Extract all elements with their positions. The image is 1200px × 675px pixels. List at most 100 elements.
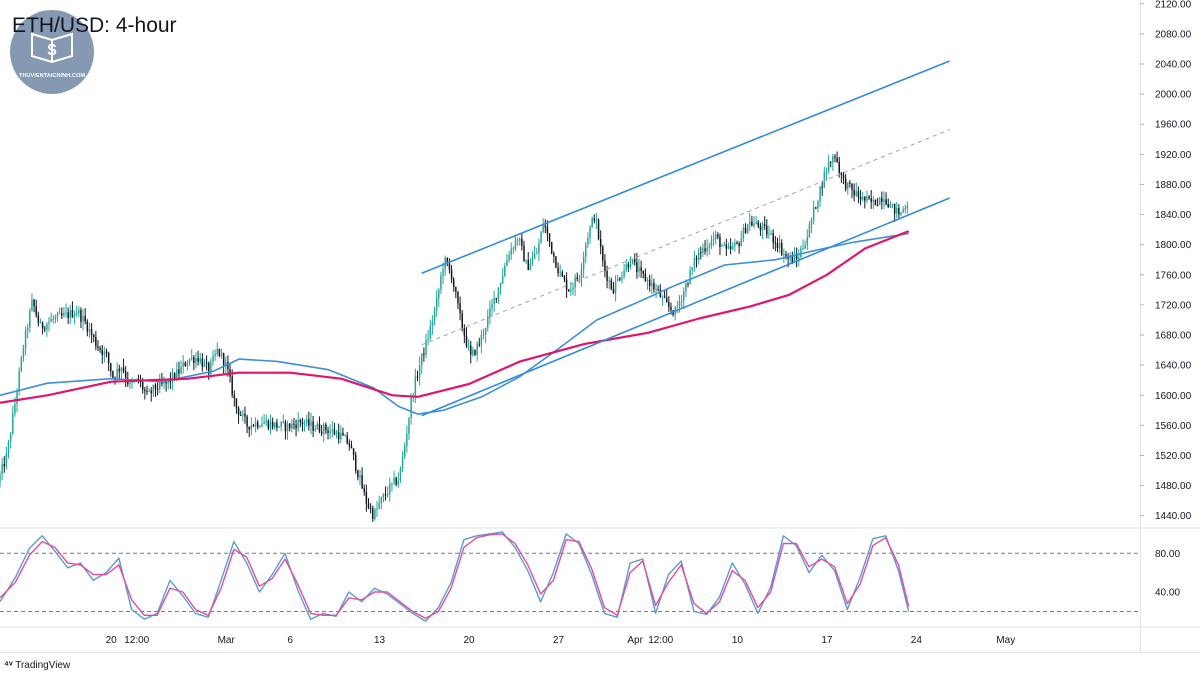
candle-body — [156, 388, 159, 390]
candle-body — [536, 253, 538, 255]
candle-body — [212, 356, 214, 362]
candle-body — [188, 358, 191, 363]
candle-body — [233, 394, 236, 399]
candle-body — [853, 189, 855, 196]
candle-body — [50, 319, 52, 322]
candle-body — [425, 339, 427, 355]
candle-body — [131, 382, 133, 384]
candle-body — [646, 279, 649, 282]
candle-body — [9, 433, 12, 442]
candle-body — [772, 233, 774, 243]
watermark-text: THUVIENTAICHINH.COM — [18, 73, 86, 79]
candle-body — [731, 245, 734, 249]
svg-text:$: $ — [48, 42, 57, 59]
price-tick-label: 1640.00 — [1155, 361, 1192, 372]
candle-body — [378, 503, 380, 509]
candle-body — [163, 381, 165, 384]
candle-body — [651, 282, 653, 287]
candle-body — [738, 243, 740, 247]
candle-body — [435, 298, 438, 311]
candle-body — [205, 362, 208, 364]
candle-body — [429, 326, 432, 339]
channel-mid-line — [421, 129, 950, 346]
candle-body — [648, 279, 651, 287]
candle-body — [866, 196, 868, 201]
candle-body — [691, 267, 694, 271]
candle-body — [531, 258, 534, 265]
candle-body — [350, 445, 353, 449]
candle-body — [593, 218, 596, 221]
candle-body — [878, 198, 881, 206]
candle-body — [92, 334, 95, 338]
chart-title: ETH/USD: 4-hour — [12, 14, 177, 37]
candle-body — [484, 327, 487, 335]
time-tick-label: Apr — [627, 635, 643, 646]
candle-body — [340, 432, 342, 440]
candle-body — [256, 422, 259, 428]
candle-body — [906, 205, 909, 208]
candle-body — [825, 171, 828, 173]
candle-body — [178, 369, 180, 374]
candle-body — [342, 432, 344, 436]
time-tick-label: 27 — [553, 635, 565, 646]
candle-body — [182, 362, 184, 367]
candle-body — [406, 433, 408, 447]
candle-body — [88, 328, 91, 332]
candle-body — [697, 252, 700, 260]
candle-body — [676, 306, 679, 308]
candle-body — [197, 357, 199, 362]
candle-body — [33, 299, 35, 307]
candle-body — [887, 204, 889, 208]
candle-body — [399, 468, 402, 481]
candle-body — [504, 266, 506, 276]
candle-body — [369, 507, 372, 509]
candle-body — [749, 221, 751, 225]
candle-body — [446, 257, 449, 264]
candle-body — [318, 423, 321, 432]
candle-body — [523, 245, 525, 262]
candle-body — [625, 264, 627, 271]
candle-body — [129, 382, 131, 385]
candle-body — [455, 286, 457, 292]
watermark-logo: $ THUVIENTAICHINH.COM — [10, 10, 94, 94]
candle-body — [847, 182, 849, 190]
candle-body — [606, 271, 608, 281]
candle-body — [244, 413, 246, 417]
candle-body — [653, 282, 655, 290]
candle-body — [680, 300, 683, 302]
candle-body — [495, 297, 498, 299]
candle-body — [804, 245, 806, 248]
candle-body — [5, 453, 8, 467]
candle-body — [761, 224, 764, 231]
candle-body — [636, 261, 638, 272]
candle-body — [433, 310, 436, 322]
candle-body — [704, 248, 706, 252]
candle-body — [529, 264, 532, 271]
candle-body — [107, 352, 110, 364]
candle-body — [872, 199, 875, 202]
candle-body — [774, 242, 777, 244]
candle-body — [43, 328, 46, 330]
candle-body — [889, 203, 892, 208]
candle-body — [101, 349, 103, 356]
candle-body — [73, 314, 76, 318]
candle-body — [898, 208, 900, 215]
candle-body — [159, 381, 161, 390]
candle-body — [227, 361, 229, 370]
candle-body — [800, 248, 802, 258]
candle-body — [725, 244, 728, 249]
candle-body — [521, 238, 523, 246]
candle-body — [610, 280, 613, 289]
candle-body — [427, 338, 429, 340]
candle-body — [246, 416, 248, 427]
candle-body — [896, 208, 898, 214]
candle-body — [657, 289, 659, 291]
candle-body — [431, 321, 434, 327]
tradingview-footer: ⁴ᵛ TradingView — [4, 660, 70, 671]
candle-body — [499, 283, 502, 288]
candle-body — [144, 389, 146, 392]
candle-body — [357, 470, 359, 478]
candle-body — [623, 270, 625, 277]
candle-body — [186, 362, 189, 367]
